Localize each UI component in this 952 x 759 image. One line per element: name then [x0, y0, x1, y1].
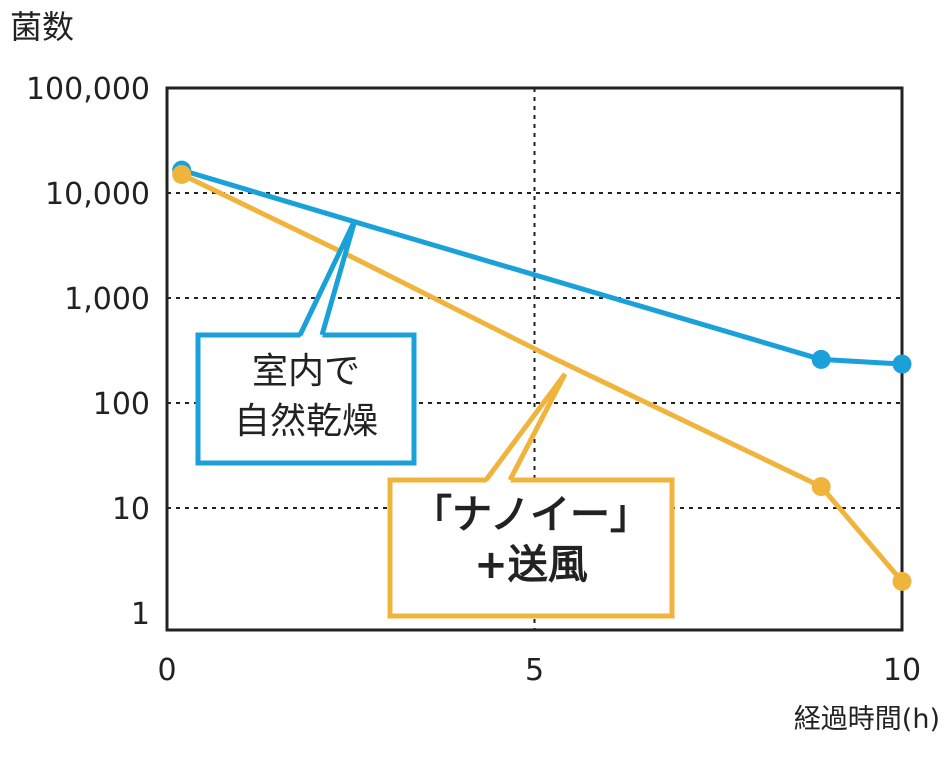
series-marker: [892, 571, 912, 591]
y-tick-label: 10: [112, 492, 150, 527]
callout-box: [387, 477, 675, 619]
callout-2: 「ナノイー」+送風: [387, 372, 675, 619]
y-tick-label: 1,000: [64, 282, 150, 317]
y-tick-label: 1: [131, 597, 150, 632]
x-tick-label: 10: [883, 653, 921, 688]
x-tick-label: 5: [525, 653, 544, 688]
series-line: [180, 167, 903, 367]
x-axis-title: 経過時間(h): [794, 704, 940, 735]
callout-text: 自然乾燥: [234, 401, 378, 442]
callout-pointer: [297, 218, 358, 337]
series-line: [180, 172, 904, 584]
series-marker: [811, 477, 831, 497]
series-marker: [172, 165, 192, 185]
callout-text: 室内で: [252, 351, 360, 392]
y-axis-title: 菌数: [10, 8, 74, 46]
callout-pointer: [483, 372, 568, 482]
series-marker: [811, 349, 831, 369]
series-layer: [172, 160, 912, 591]
y-tick-label: 100: [93, 387, 150, 422]
y-tick-label: 100,000: [26, 72, 150, 107]
x-ticks: 0 5 10: [157, 653, 921, 688]
callout-text: 「ナノイー」: [412, 492, 650, 538]
y-tick-label: 10,000: [45, 177, 150, 212]
y-ticks: 1 10 100 1,000 10,000 100,000: [26, 72, 150, 632]
callout-box: [195, 332, 417, 466]
callout-text: +送風: [474, 542, 588, 588]
series-marker: [892, 354, 912, 374]
x-tick-label: 0: [157, 653, 176, 688]
